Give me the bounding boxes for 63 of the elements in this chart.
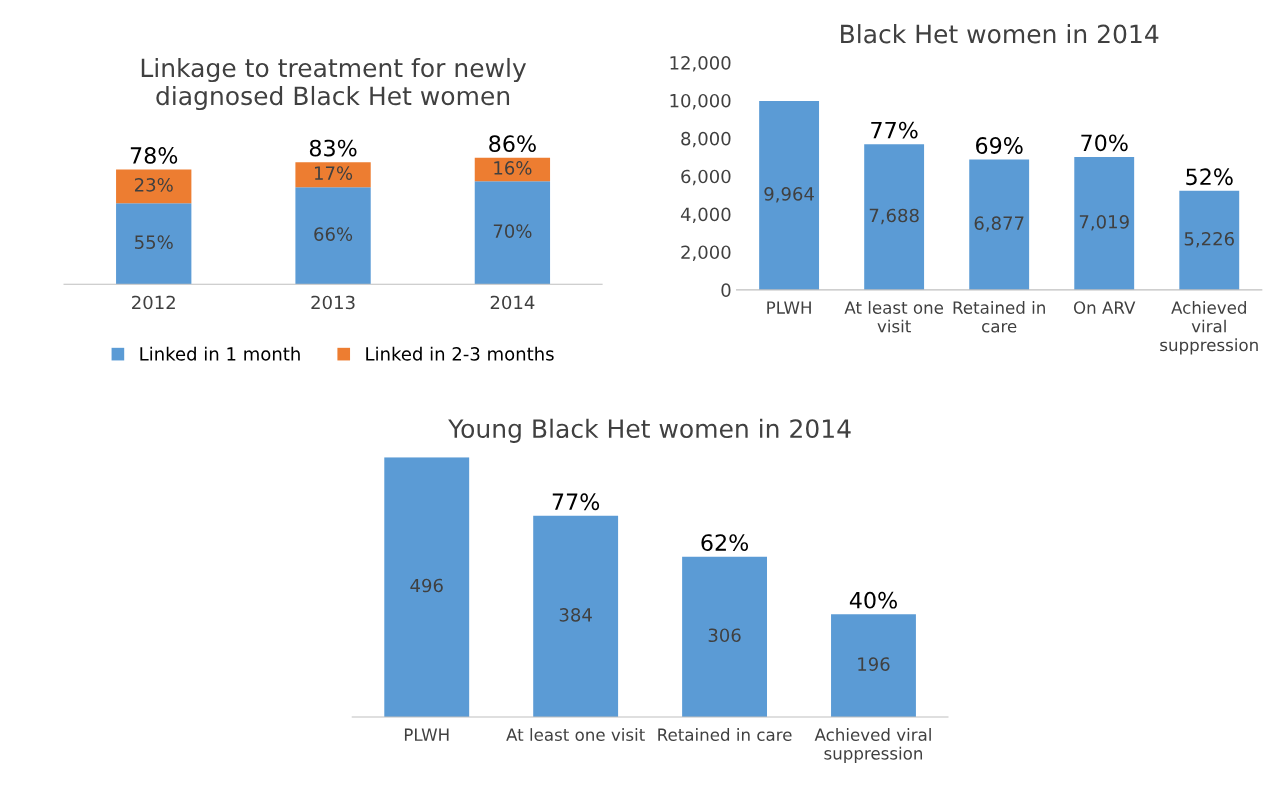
bar	[384, 457, 470, 717]
chart-title: Linkage to treatment for newly diagnosed Black Het women	[141, 57, 527, 111]
x-tick-label: Achieved viral suppression	[814, 728, 931, 763]
bar	[533, 515, 619, 717]
bar	[969, 159, 1030, 290]
y-tick-label: 6,000	[681, 169, 731, 186]
x-tick-label: 2012	[132, 295, 175, 310]
data-label: 196	[858, 657, 890, 671]
total-label: 78%	[130, 147, 178, 164]
data-label: 384	[559, 607, 592, 622]
annotation: 70%	[1081, 134, 1128, 152]
bar	[682, 556, 768, 717]
x-tick-label: At least one visit	[844, 301, 944, 333]
bar	[116, 203, 192, 285]
y-tick-label: 8,000	[681, 131, 731, 148]
data-label: 6,877	[974, 216, 1024, 232]
bar	[295, 187, 371, 285]
annotation: 77%	[871, 121, 918, 139]
data-label: 5,226	[1184, 231, 1234, 248]
x-tick-label: Achieved viral suppression	[1160, 301, 1258, 355]
y-tick-label: 4,000	[680, 207, 731, 224]
bar	[295, 162, 371, 188]
bar	[474, 181, 551, 285]
x-tick-label: PLWH	[404, 728, 449, 741]
bar	[1074, 156, 1135, 290]
x-tick-label: Retained in care	[953, 301, 1045, 333]
bar	[759, 101, 820, 290]
data-label: 55%	[135, 235, 173, 249]
y-tick-label: 12,000	[670, 55, 731, 72]
annotation: 52%	[1186, 168, 1233, 186]
x-tick-label: 2013	[311, 295, 355, 310]
data-label: 306	[708, 628, 741, 643]
data-label: 17%	[314, 166, 353, 180]
legend-label: Linked in 2-3 months	[366, 346, 554, 361]
bar	[116, 169, 192, 204]
data-label: 496	[410, 578, 443, 593]
y-tick-label: 0	[721, 283, 731, 297]
total-label: 86%	[489, 135, 536, 153]
x-tick-label: On ARV	[1073, 301, 1136, 314]
annotation: 40%	[849, 591, 897, 609]
data-label: 70%	[493, 224, 532, 238]
legend-label: Linked in 1 month	[140, 346, 300, 361]
data-label: 23%	[134, 178, 173, 192]
y-tick-label: 2,000	[681, 245, 731, 261]
x-tick-label: PLWH	[767, 301, 811, 314]
data-label: 7,019	[1079, 214, 1129, 231]
annotation: 77%	[552, 493, 600, 511]
annotation: 69%	[976, 137, 1023, 154]
x-tick-label: 2014	[490, 295, 535, 310]
total-label: 83%	[309, 139, 357, 157]
chart-title: Young Black Het women in 2014	[448, 418, 851, 443]
data-label: 16%	[494, 161, 532, 175]
bar	[1179, 190, 1240, 290]
y-tick-label: 10,000	[670, 93, 731, 110]
data-label: 9,964	[764, 187, 814, 203]
bar	[864, 144, 925, 290]
data-label: 66%	[314, 227, 353, 241]
x-tick-label: At least one visit	[506, 728, 645, 742]
x-tick-label: Retained in care	[658, 728, 792, 742]
bar	[831, 614, 916, 717]
data-label: 7,688	[869, 208, 919, 225]
annotation: 62%	[701, 534, 749, 551]
chart-title: Black Het women in 2014	[841, 24, 1159, 44]
